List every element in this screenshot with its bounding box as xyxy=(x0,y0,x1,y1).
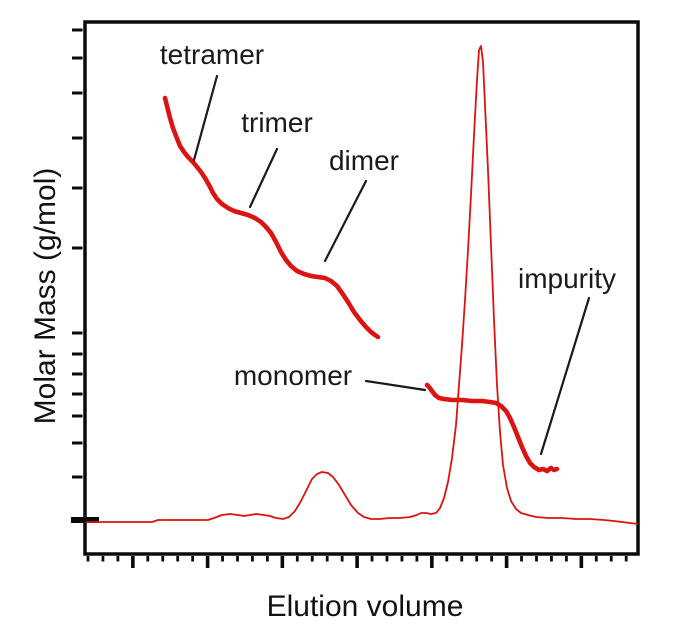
series-molar-molar-mass xyxy=(162,95,381,340)
annotation-pointer-dimer xyxy=(323,179,368,263)
series-molar-molar-mass xyxy=(424,382,560,474)
annotation-label-tetramer: tetramer xyxy=(160,39,264,70)
plot-frame xyxy=(83,20,640,556)
annotation-label-monomer: monomer xyxy=(234,360,352,391)
x-axis-title: Elution volume xyxy=(266,590,464,623)
annotation-label-impurity: impurity xyxy=(518,263,616,294)
annotation-label-trimer: trimer xyxy=(241,107,313,138)
y-axis-title: Molar Mass (g/mol) xyxy=(29,167,62,425)
annotation-label-dimer: dimer xyxy=(329,145,399,176)
annotation-pointer-tetramer xyxy=(192,74,219,162)
annotation-pointer-monomer xyxy=(364,379,427,392)
annotation-pointer-impurity xyxy=(539,296,591,456)
annotation-pointer-trimer xyxy=(248,147,279,209)
series-chromatogram xyxy=(86,45,639,525)
